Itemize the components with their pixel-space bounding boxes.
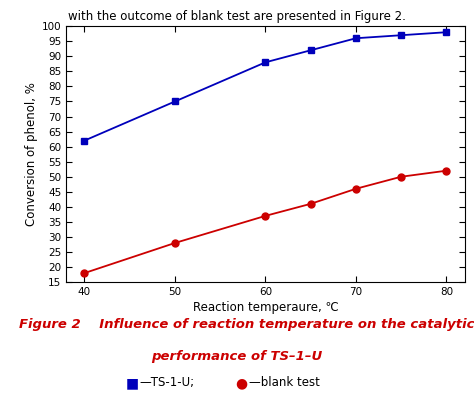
Text: Figure 2    Influence of reaction temperature on the catalytic: Figure 2 Influence of reaction temperatu… bbox=[19, 318, 474, 331]
Y-axis label: Conversion of phenol, %: Conversion of phenol, % bbox=[25, 82, 38, 226]
Text: with the outcome of blank test are presented in Figure 2.: with the outcome of blank test are prese… bbox=[68, 10, 406, 23]
Text: performance of TS–1–U: performance of TS–1–U bbox=[151, 350, 323, 363]
Text: —blank test: —blank test bbox=[249, 376, 320, 389]
Text: —TS-1-U;: —TS-1-U; bbox=[140, 376, 195, 389]
Text: ■: ■ bbox=[126, 376, 139, 390]
Text: ●: ● bbox=[236, 376, 248, 390]
X-axis label: Reaction temperaure, ℃: Reaction temperaure, ℃ bbox=[192, 301, 338, 314]
